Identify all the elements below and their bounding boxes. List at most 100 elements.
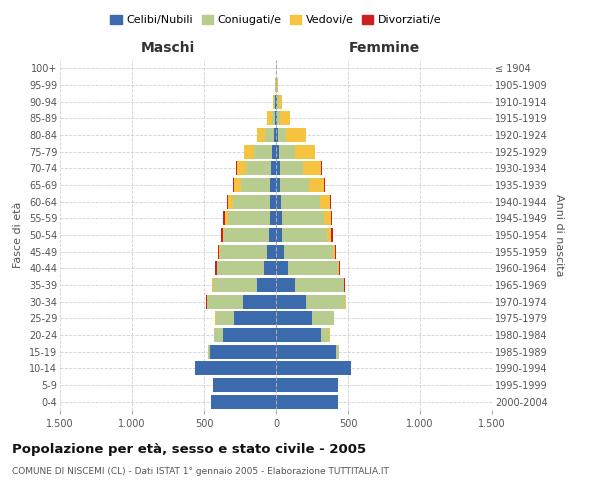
- Bar: [215, 311, 234, 326]
- Bar: [276, 278, 295, 292]
- Bar: [277, 112, 280, 126]
- Bar: [276, 211, 282, 226]
- Bar: [276, 244, 284, 259]
- Bar: [278, 94, 282, 109]
- Bar: [277, 94, 278, 109]
- Bar: [272, 144, 276, 159]
- Bar: [302, 162, 322, 175]
- Bar: [278, 128, 286, 142]
- Bar: [247, 162, 271, 175]
- Bar: [275, 112, 276, 126]
- Text: Popolazione per età, sesso e stato civile - 2005: Popolazione per età, sesso e stato civil…: [12, 442, 366, 456]
- Bar: [212, 278, 257, 292]
- Bar: [330, 194, 331, 209]
- Bar: [269, 228, 276, 242]
- Bar: [338, 261, 339, 276]
- Bar: [274, 128, 276, 142]
- Text: Maschi: Maschi: [141, 41, 195, 55]
- Bar: [287, 261, 338, 276]
- Bar: [280, 178, 309, 192]
- Bar: [276, 194, 281, 209]
- Bar: [269, 211, 276, 226]
- Bar: [215, 261, 217, 276]
- Bar: [223, 328, 276, 342]
- Bar: [284, 244, 333, 259]
- Bar: [257, 278, 276, 292]
- Bar: [276, 294, 306, 308]
- Bar: [276, 344, 337, 359]
- Bar: [283, 228, 327, 242]
- Bar: [218, 244, 219, 259]
- Bar: [270, 178, 276, 192]
- Bar: [224, 228, 269, 242]
- Bar: [281, 194, 320, 209]
- Bar: [233, 178, 241, 192]
- Bar: [276, 128, 278, 142]
- Bar: [327, 228, 331, 242]
- Bar: [276, 394, 338, 409]
- Bar: [344, 278, 345, 292]
- Bar: [208, 344, 210, 359]
- Text: COMUNE DI NISCEMI (CL) - Dati ISTAT 1° gennaio 2005 - Elaborazione TUTTITALIA.IT: COMUNE DI NISCEMI (CL) - Dati ISTAT 1° g…: [12, 468, 389, 476]
- Bar: [286, 128, 305, 142]
- Bar: [331, 211, 332, 226]
- Bar: [254, 144, 272, 159]
- Bar: [220, 244, 268, 259]
- Bar: [306, 294, 345, 308]
- Bar: [279, 144, 295, 159]
- Y-axis label: Anni di nascita: Anni di nascita: [554, 194, 565, 276]
- Bar: [219, 244, 220, 259]
- Bar: [223, 228, 224, 242]
- Bar: [295, 144, 315, 159]
- Bar: [320, 328, 329, 342]
- Bar: [225, 211, 228, 226]
- Bar: [331, 228, 333, 242]
- Bar: [337, 344, 338, 359]
- Bar: [210, 344, 276, 359]
- Bar: [323, 178, 325, 192]
- Bar: [233, 194, 270, 209]
- Bar: [228, 194, 233, 209]
- Bar: [207, 294, 243, 308]
- Bar: [309, 178, 323, 192]
- Bar: [276, 261, 287, 276]
- Legend: Celibi/Nubili, Coniugati/e, Vedovi/e, Divorziati/e: Celibi/Nubili, Coniugati/e, Vedovi/e, Di…: [106, 10, 446, 30]
- Bar: [276, 328, 320, 342]
- Bar: [282, 211, 323, 226]
- Bar: [335, 244, 337, 259]
- Bar: [333, 244, 335, 259]
- Bar: [276, 311, 312, 326]
- Bar: [212, 378, 276, 392]
- Bar: [276, 378, 338, 392]
- Bar: [339, 261, 340, 276]
- Bar: [271, 162, 276, 175]
- Bar: [320, 194, 330, 209]
- Bar: [276, 94, 277, 109]
- Bar: [243, 294, 276, 308]
- Bar: [265, 128, 274, 142]
- Bar: [268, 112, 272, 126]
- Bar: [272, 112, 275, 126]
- Bar: [276, 361, 351, 376]
- Bar: [272, 94, 274, 109]
- Bar: [236, 162, 237, 175]
- Bar: [277, 78, 278, 92]
- Bar: [323, 211, 331, 226]
- Bar: [196, 361, 276, 376]
- Bar: [295, 278, 344, 292]
- Y-axis label: Fasce di età: Fasce di età: [13, 202, 23, 268]
- Bar: [265, 261, 276, 276]
- Bar: [312, 311, 334, 326]
- Bar: [276, 178, 280, 192]
- Bar: [221, 228, 223, 242]
- Bar: [280, 162, 302, 175]
- Bar: [276, 162, 280, 175]
- Bar: [276, 144, 279, 159]
- Bar: [217, 261, 265, 276]
- Bar: [276, 228, 283, 242]
- Bar: [227, 194, 228, 209]
- Bar: [234, 311, 276, 326]
- Bar: [268, 244, 276, 259]
- Bar: [214, 328, 223, 342]
- Bar: [228, 211, 269, 226]
